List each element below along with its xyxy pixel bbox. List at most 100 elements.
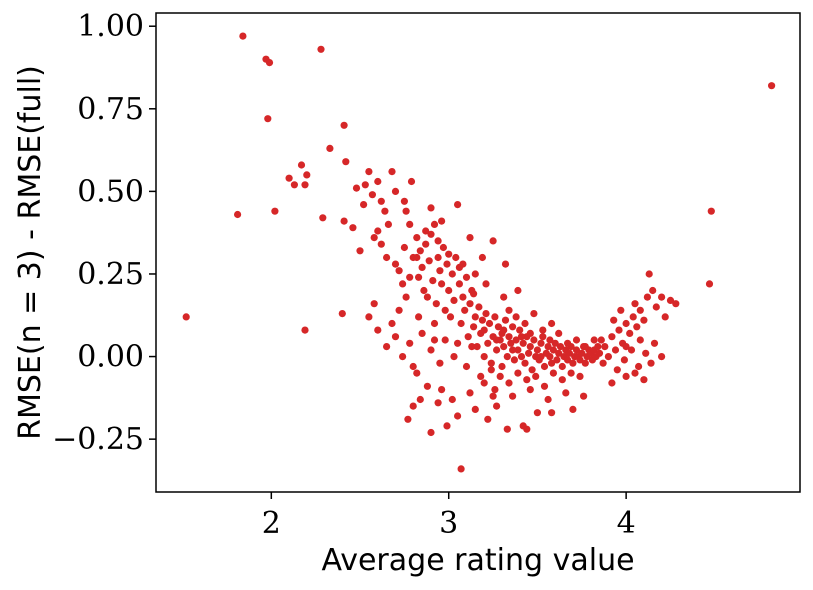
data-point <box>423 382 431 390</box>
data-point <box>558 376 566 384</box>
data-point <box>544 343 552 351</box>
data-point <box>489 392 497 400</box>
data-point <box>423 293 431 301</box>
y-tick-label: 0.75 <box>77 92 144 127</box>
y-tick-label: 1.00 <box>77 9 144 44</box>
data-point <box>383 343 391 351</box>
data-point <box>402 207 410 215</box>
data-point <box>578 349 586 357</box>
data-point <box>455 280 463 288</box>
data-point <box>650 339 659 347</box>
data-point <box>265 59 274 67</box>
data-point <box>452 253 460 262</box>
data-point <box>622 372 630 380</box>
data-point <box>590 336 598 344</box>
data-point <box>464 333 472 341</box>
data-point <box>356 247 364 255</box>
data-point <box>413 253 421 262</box>
data-point <box>402 293 410 301</box>
data-point <box>493 346 501 354</box>
data-point <box>548 359 556 367</box>
data-point <box>631 300 639 308</box>
data-point <box>303 171 311 179</box>
data-point <box>601 343 609 351</box>
x-axis-label: Average rating value <box>321 543 634 578</box>
data-point <box>505 306 513 314</box>
data-point <box>539 326 547 334</box>
data-point <box>548 319 556 328</box>
data-point <box>457 319 465 328</box>
data-point <box>622 343 630 351</box>
data-point <box>508 392 517 400</box>
data-point <box>434 237 442 245</box>
data-point <box>470 290 478 298</box>
data-point <box>438 386 446 394</box>
data-point <box>415 313 423 321</box>
data-point <box>342 158 350 166</box>
data-point <box>658 293 666 301</box>
data-point <box>594 343 602 351</box>
data-point <box>432 300 440 308</box>
data-point <box>391 260 400 268</box>
data-point <box>523 425 531 433</box>
data-point <box>576 372 584 380</box>
data-point <box>430 319 439 328</box>
data-point <box>487 366 495 374</box>
y-tick-label: 0.25 <box>77 257 144 292</box>
data-point <box>427 428 435 437</box>
data-point <box>413 369 421 377</box>
data-point <box>388 168 396 176</box>
data-point <box>391 333 400 341</box>
data-point <box>597 336 605 344</box>
data-point <box>430 336 439 344</box>
data-point <box>496 372 504 380</box>
data-point <box>514 369 522 377</box>
data-point <box>406 220 414 228</box>
data-point <box>349 224 357 232</box>
data-point <box>468 343 476 351</box>
y-tick-label: −0.25 <box>52 422 144 457</box>
data-point <box>434 399 442 407</box>
data-point <box>503 353 511 361</box>
data-point <box>500 293 508 301</box>
data-point <box>400 243 408 252</box>
data-point <box>484 415 492 423</box>
y-tick-label: 0.50 <box>77 174 144 209</box>
data-point <box>555 329 563 337</box>
data-point <box>658 353 666 361</box>
data-point <box>546 353 554 361</box>
data-point <box>352 184 361 192</box>
data-point <box>546 336 554 344</box>
data-point <box>443 422 451 430</box>
data-point <box>470 323 478 331</box>
data-point <box>576 356 584 364</box>
data-point <box>707 207 715 215</box>
data-point <box>477 372 485 380</box>
data-point <box>475 303 483 311</box>
data-point <box>391 187 400 195</box>
x-axis: 2 3 4 <box>262 492 636 541</box>
data-point <box>610 316 618 324</box>
data-point <box>636 336 644 344</box>
data-point <box>462 362 471 371</box>
data-point <box>539 333 547 341</box>
data-point <box>501 316 510 324</box>
data-point <box>445 250 453 258</box>
data-point <box>471 270 479 278</box>
data-point <box>580 392 588 400</box>
data-point <box>454 339 462 347</box>
data-point <box>498 362 506 371</box>
data-point <box>507 339 515 347</box>
data-point <box>445 286 453 295</box>
data-point <box>636 306 644 314</box>
data-point <box>430 220 439 228</box>
x-tick-label: 2 <box>262 506 281 541</box>
data-point <box>360 201 368 209</box>
data-point <box>422 227 430 235</box>
data-point <box>448 395 456 404</box>
data-point <box>508 346 517 354</box>
data-point <box>466 389 474 397</box>
data-point <box>569 359 577 367</box>
data-point <box>626 329 634 337</box>
